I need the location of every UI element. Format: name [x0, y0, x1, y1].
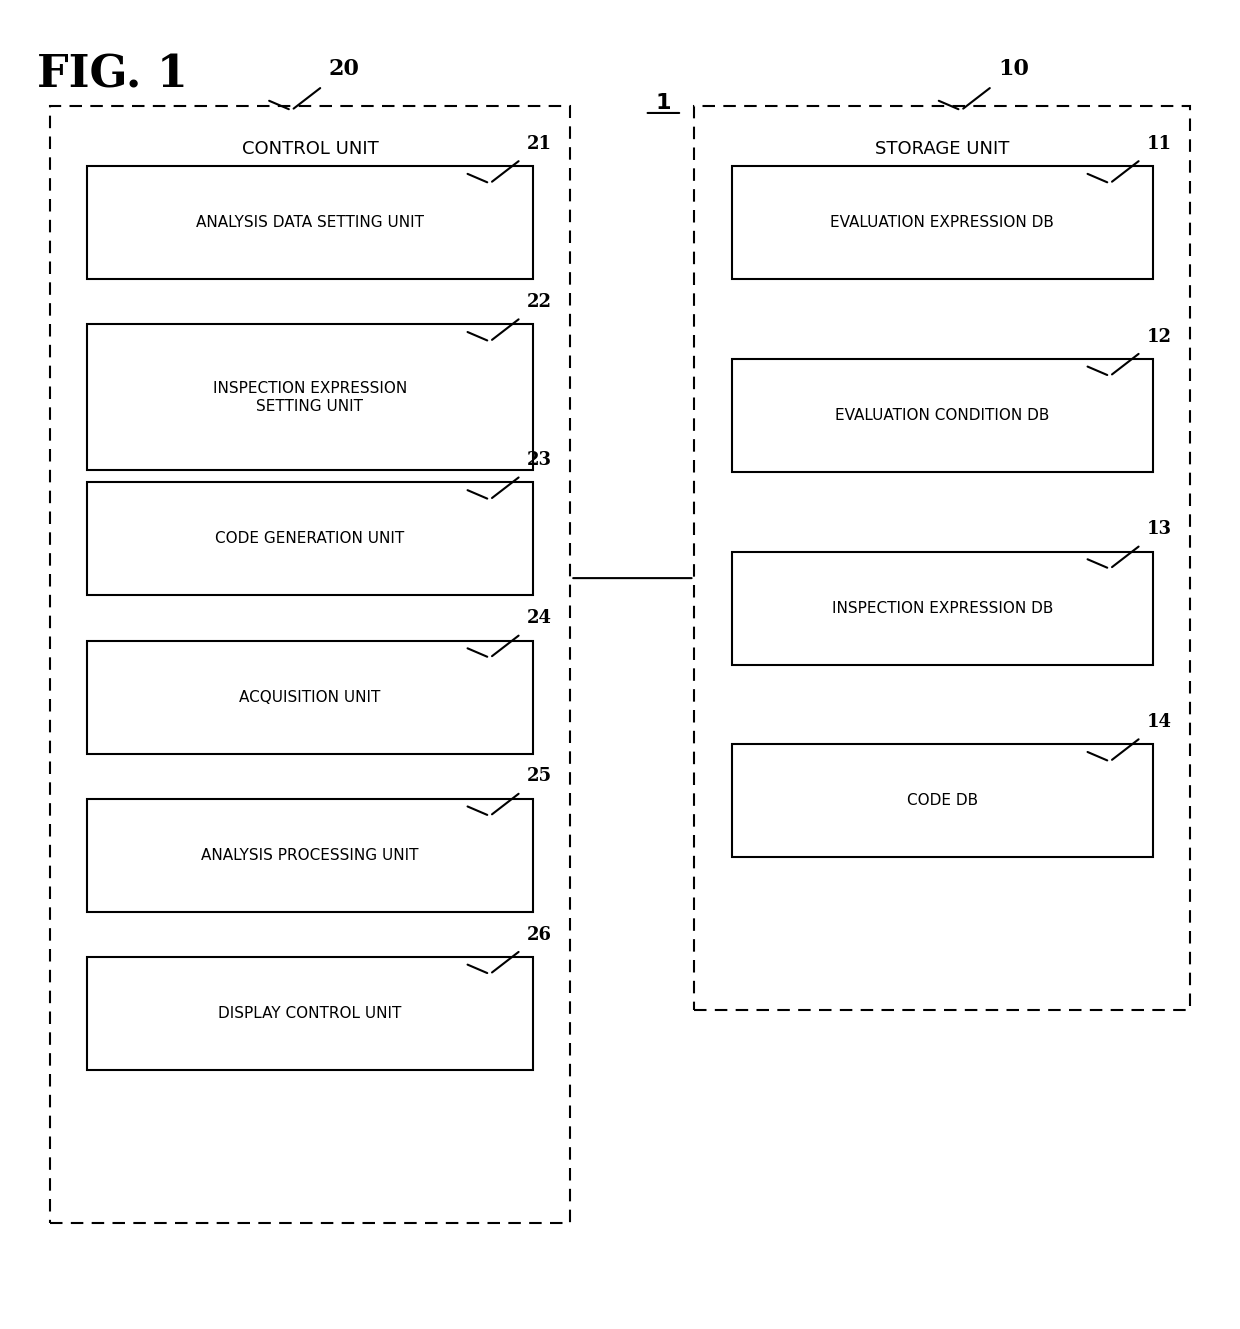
- Text: 25: 25: [527, 767, 552, 785]
- Text: EVALUATION EXPRESSION DB: EVALUATION EXPRESSION DB: [831, 215, 1054, 230]
- Text: DISPLAY CONTROL UNIT: DISPLAY CONTROL UNIT: [218, 1006, 402, 1021]
- Text: ANALYSIS PROCESSING UNIT: ANALYSIS PROCESSING UNIT: [201, 848, 419, 863]
- Text: 23: 23: [527, 451, 552, 469]
- FancyBboxPatch shape: [694, 106, 1190, 1010]
- Text: 26: 26: [527, 925, 552, 944]
- FancyBboxPatch shape: [87, 957, 533, 1070]
- Text: 11: 11: [1147, 134, 1172, 153]
- FancyBboxPatch shape: [732, 744, 1153, 857]
- Text: STORAGE UNIT: STORAGE UNIT: [875, 140, 1009, 158]
- FancyBboxPatch shape: [50, 106, 570, 1223]
- Text: ANALYSIS DATA SETTING UNIT: ANALYSIS DATA SETTING UNIT: [196, 215, 424, 230]
- Text: 10: 10: [998, 57, 1029, 80]
- Text: 14: 14: [1147, 712, 1172, 731]
- Text: 21: 21: [527, 134, 552, 153]
- FancyBboxPatch shape: [87, 641, 533, 754]
- Text: 24: 24: [527, 609, 552, 627]
- Text: ACQUISITION UNIT: ACQUISITION UNIT: [239, 690, 381, 704]
- Text: INSPECTION EXPRESSION DB: INSPECTION EXPRESSION DB: [832, 601, 1053, 615]
- Text: CODE GENERATION UNIT: CODE GENERATION UNIT: [216, 532, 404, 546]
- FancyBboxPatch shape: [732, 552, 1153, 664]
- Text: INSPECTION EXPRESSION
SETTING UNIT: INSPECTION EXPRESSION SETTING UNIT: [213, 381, 407, 413]
- FancyBboxPatch shape: [87, 799, 533, 912]
- Text: 13: 13: [1147, 520, 1172, 538]
- Text: 12: 12: [1147, 327, 1172, 346]
- Text: 1: 1: [656, 93, 671, 113]
- FancyBboxPatch shape: [732, 166, 1153, 279]
- FancyBboxPatch shape: [87, 166, 533, 279]
- FancyBboxPatch shape: [732, 359, 1153, 472]
- Text: CODE DB: CODE DB: [906, 793, 978, 808]
- Text: FIG. 1: FIG. 1: [37, 53, 188, 96]
- FancyBboxPatch shape: [87, 482, 533, 595]
- Text: 20: 20: [329, 57, 360, 80]
- FancyBboxPatch shape: [87, 324, 533, 470]
- Text: 22: 22: [527, 292, 552, 311]
- Text: EVALUATION CONDITION DB: EVALUATION CONDITION DB: [836, 408, 1049, 423]
- Text: CONTROL UNIT: CONTROL UNIT: [242, 140, 378, 158]
